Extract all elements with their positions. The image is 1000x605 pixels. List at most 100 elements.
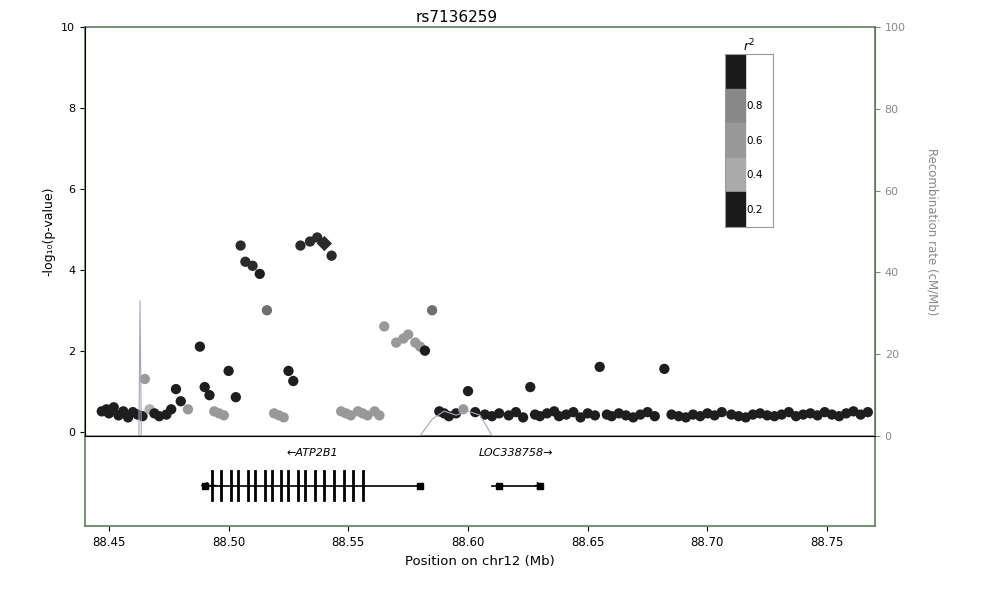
- Text: LOC338758→: LOC338758→: [479, 448, 553, 459]
- Point: [501, 411, 517, 420]
- Point: [714, 407, 730, 417]
- Point: [111, 411, 127, 420]
- Point: [137, 374, 153, 384]
- Point: [168, 384, 184, 394]
- Point: [515, 413, 531, 422]
- Point: [266, 408, 282, 418]
- Point: [745, 410, 761, 419]
- Point: [211, 408, 227, 418]
- Point: [845, 407, 861, 416]
- Point: [460, 386, 476, 396]
- Point: [738, 413, 754, 422]
- Point: [173, 396, 189, 406]
- Point: [271, 411, 287, 420]
- Point: [640, 407, 656, 417]
- Title: rs7136259: rs7136259: [415, 10, 497, 25]
- Point: [355, 408, 371, 418]
- Point: [508, 407, 524, 417]
- Point: [192, 342, 208, 352]
- Point: [359, 411, 375, 420]
- Point: [350, 407, 366, 416]
- Point: [292, 241, 308, 250]
- Point: [824, 410, 840, 419]
- Point: [599, 410, 615, 419]
- Point: [338, 408, 354, 418]
- X-axis label: Position on chr12 (Mb): Position on chr12 (Mb): [405, 555, 555, 567]
- Point: [343, 411, 359, 420]
- Point: [280, 366, 296, 376]
- Point: [656, 364, 672, 374]
- Point: [407, 338, 423, 347]
- Point: [146, 408, 162, 418]
- Point: [106, 402, 122, 412]
- Point: [412, 342, 428, 352]
- Point: [115, 407, 131, 416]
- Point: [424, 306, 440, 315]
- Point: [723, 410, 739, 419]
- Point: [558, 410, 574, 419]
- Point: [647, 411, 663, 421]
- Point: [664, 410, 680, 419]
- Point: [431, 407, 447, 416]
- Point: [810, 411, 826, 420]
- Point: [158, 410, 174, 419]
- Point: [781, 407, 797, 417]
- Point: [448, 408, 464, 418]
- Point: [101, 408, 117, 418]
- Point: [685, 410, 701, 419]
- Point: [99, 405, 115, 414]
- Point: [774, 410, 790, 419]
- Point: [120, 413, 136, 422]
- Point: [795, 410, 811, 419]
- Point: [671, 411, 687, 421]
- Bar: [725, 192, 745, 227]
- Text: 0.4: 0.4: [747, 170, 763, 180]
- Point: [376, 322, 392, 332]
- Point: [233, 241, 249, 250]
- Point: [130, 410, 146, 419]
- Point: [400, 330, 416, 339]
- Point: [860, 407, 876, 417]
- Point: [151, 411, 167, 421]
- Point: [206, 407, 222, 416]
- Point: [731, 411, 747, 421]
- Point: [197, 382, 213, 392]
- Point: [692, 411, 708, 421]
- Text: 0.8: 0.8: [747, 101, 763, 111]
- Point: [678, 413, 694, 422]
- Point: [532, 411, 548, 421]
- Point: [285, 376, 301, 386]
- Point: [367, 407, 383, 416]
- Point: [436, 408, 452, 418]
- Bar: [725, 158, 745, 192]
- Point: [245, 261, 261, 270]
- Point: [573, 413, 589, 422]
- Point: [546, 407, 562, 416]
- Bar: [725, 123, 745, 158]
- Point: [587, 411, 603, 420]
- Text: ←ATP2B1: ←ATP2B1: [287, 448, 338, 459]
- Point: [333, 407, 349, 416]
- Point: [592, 362, 608, 371]
- Point: [838, 408, 854, 418]
- Point: [580, 408, 596, 418]
- Point: [142, 405, 158, 414]
- Point: [316, 239, 332, 249]
- Point: [417, 346, 433, 356]
- Point: [125, 407, 141, 417]
- Title: $r^2$: $r^2$: [743, 38, 755, 54]
- Point: [134, 411, 150, 421]
- Text: 0.6: 0.6: [747, 136, 763, 146]
- Point: [309, 233, 325, 243]
- Point: [237, 257, 253, 267]
- Point: [699, 408, 715, 418]
- Point: [221, 366, 237, 376]
- Point: [180, 405, 196, 414]
- Point: [788, 411, 804, 421]
- Point: [216, 411, 232, 420]
- Point: [611, 408, 627, 418]
- Point: [565, 407, 581, 417]
- Point: [853, 410, 869, 419]
- Point: [201, 390, 217, 400]
- Point: [831, 411, 847, 421]
